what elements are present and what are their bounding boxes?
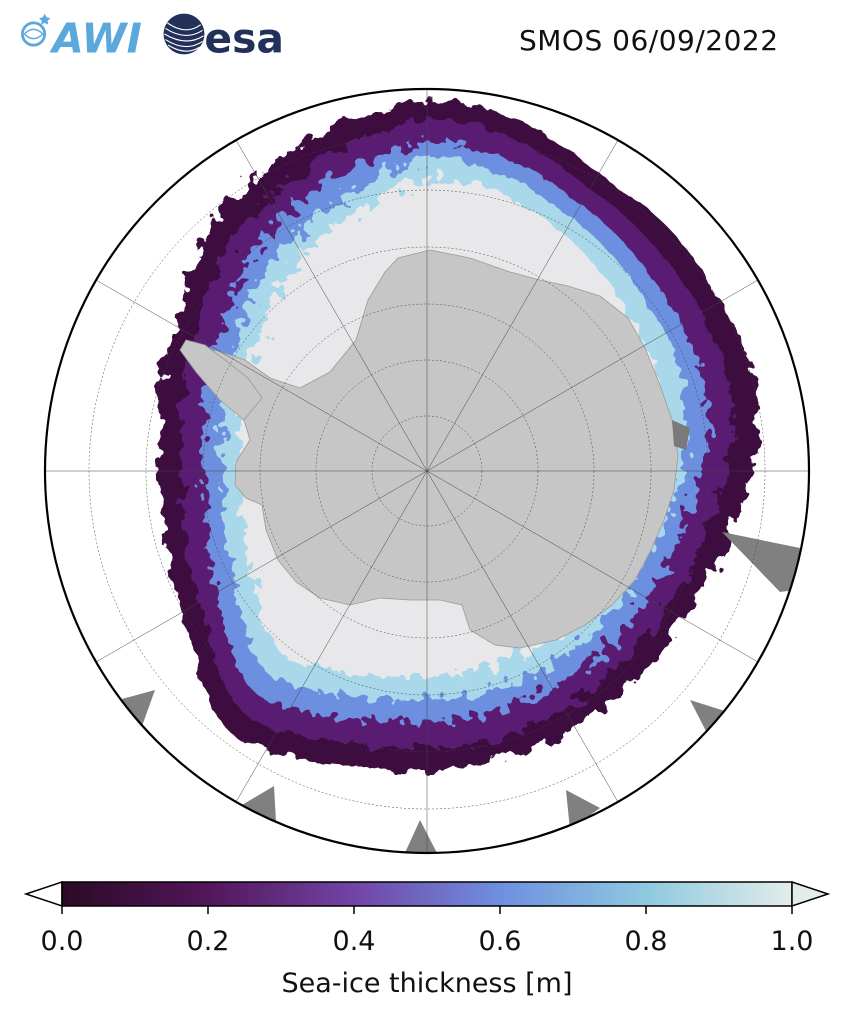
sea-ice-map (43, 87, 811, 855)
colorbar-extend-max (791, 880, 831, 908)
star-icon (39, 13, 51, 25)
no-data-grounded-east (672, 420, 690, 450)
colorbar-tick-label: 0.8 (625, 926, 668, 957)
colorbar-ticks: 0.0 0.2 0.4 0.6 0.8 1.0 (41, 906, 814, 957)
no-data-wedge-east (722, 532, 800, 592)
colorbar-tick-label: 0.2 (187, 926, 230, 957)
colorbar-body (61, 881, 793, 907)
colorbar-tick-label: 0.0 (41, 926, 84, 957)
map-title: SMOS 06/09/2022 (519, 24, 779, 57)
awi-logo: AWI (21, 13, 142, 60)
no-data-wedge-s2 (404, 820, 438, 853)
logo-bar: AWI esa (21, 13, 284, 60)
colorbar-tick-label: 0.6 (479, 926, 522, 957)
map-frame (43, 87, 811, 855)
awi-logo-text: AWI (49, 15, 142, 60)
no-data-wedge-s1 (566, 790, 600, 830)
colorbar: 0.0 0.2 0.4 0.6 0.8 1.0 Sea-ice thickness [m] (23, 880, 831, 999)
colorbar-tick-label: 0.4 (333, 926, 376, 957)
antarctica-land (199, 249, 679, 649)
colorbar-extend-min (23, 880, 63, 908)
awi-globe-icon (21, 21, 47, 47)
antarctic-peninsula (179, 339, 263, 421)
no-data-wedge-w (118, 690, 155, 726)
colorbar-label: Sea-ice thickness [m] (281, 968, 572, 999)
meridians (45, 89, 809, 853)
esa-logo-text: esa (204, 15, 284, 60)
colorbar-tick-label: 1.0 (771, 926, 814, 957)
no-data-wedge-ne (690, 700, 728, 735)
no-data-wedge-sw (242, 786, 276, 822)
esa-logo: esa (163, 13, 284, 60)
